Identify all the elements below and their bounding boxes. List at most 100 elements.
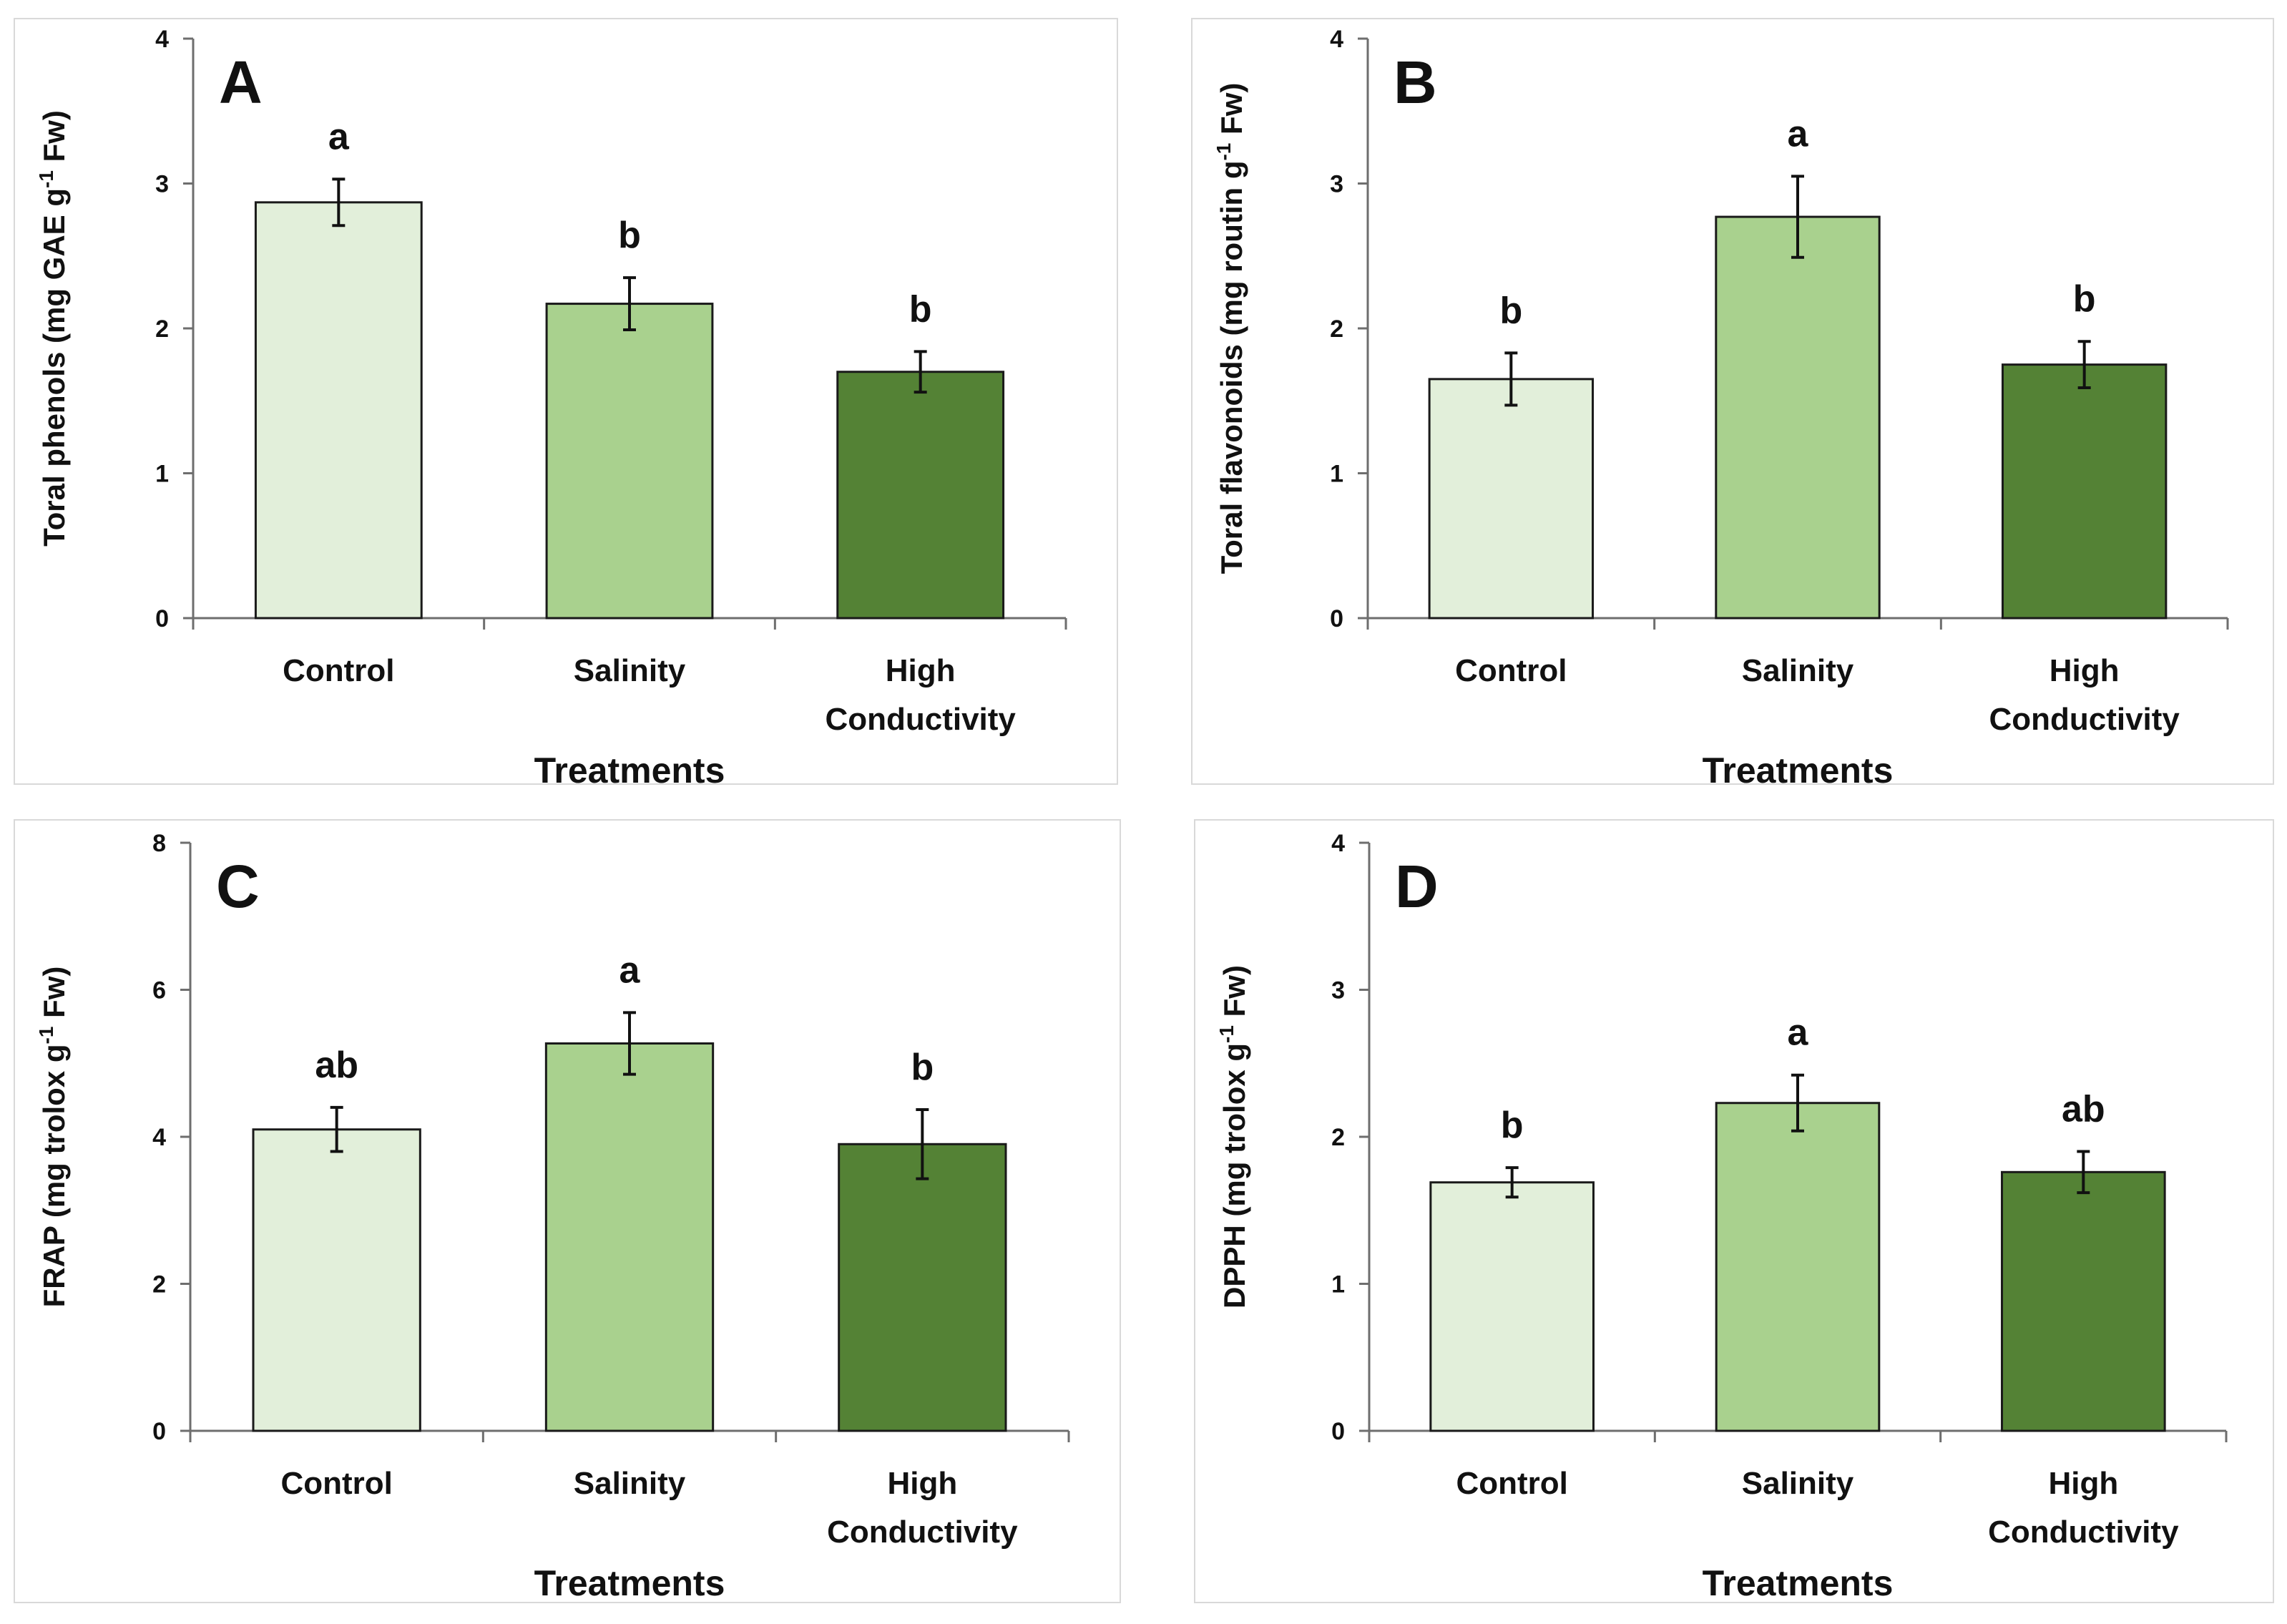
significance-label: ab [2062,1089,2105,1130]
x-category-label: Salinity [574,653,686,688]
panel-letter: B [1394,49,1437,116]
y-axis-title: Toral phenols (mg GAE g-1 Fw) [35,110,71,547]
y-axis-title-text: FRAP (mg trolox g [37,1045,71,1308]
significance-label: a [328,116,350,157]
significance-label: a [620,949,641,991]
significance-label: b [1501,1105,1524,1146]
x-category-label-line: Conductivity [1988,1515,2179,1550]
significance-label: b [1499,290,1522,331]
y-axis-title-superscript: -1 [35,1027,57,1045]
y-axis-title-text: Fw) [1218,965,1251,1025]
x-category-label-line: Salinity [1742,653,1854,688]
panel-letter: C [216,853,260,920]
x-axis-title: Treatments [1703,750,1894,791]
y-axis-title-text: DPPH (mg trolox g [1218,1043,1251,1309]
x-category-label-line: High [2048,1466,2118,1501]
y-tick-label: 6 [152,977,166,1004]
bar-salinity [545,303,714,620]
bar-high-conductivity [838,1143,1007,1432]
bar-high-conductivity [836,371,1005,620]
y-tick-label: 0 [1330,605,1343,632]
y-tick-label: 0 [152,1418,166,1445]
x-axis-title: Treatments [1703,1563,1894,1603]
significance-label: b [911,1047,934,1088]
chart-panel-a: 0 1 2 3 4 a Control b Salinity b High Conductivity T… [14,18,1118,791]
x-category-label: High Conductivity [825,653,1016,737]
x-axis-title: Treatments [534,1563,725,1603]
x-category-label: High Conductivity [1989,653,2180,737]
y-axis-title-text: Toral flavonoids (mg routin g [1215,161,1248,574]
significance-label: a [1788,1012,1809,1054]
y-tick-label: 1 [1330,461,1343,488]
y-axis-title: FRAP (mg trolox g-1 Fw) [35,967,71,1308]
y-tick-label: 3 [155,171,169,198]
x-category-label: Control [1455,653,1567,688]
y-axis-title-superscript: -1 [35,170,57,188]
y-axis-title-text: Fw) [37,967,71,1027]
y-tick-label: 4 [152,1124,166,1151]
y-tick-label: 4 [1330,26,1343,53]
x-category-label: High Conductivity [827,1466,1018,1550]
chart-panel-d: 0 1 2 3 4 b Control a Salinity ab High Conductivity… [1194,819,2274,1603]
bar-salinity [544,1042,715,1432]
y-tick-label: 2 [1330,315,1343,343]
y-tick-label: 4 [1331,830,1345,857]
x-axis-title: Treatments [534,750,725,791]
y-tick-label: 0 [1331,1418,1345,1445]
x-category-label-line: Control [280,1466,392,1501]
y-tick-label: 4 [155,26,169,53]
significance-label: b [909,288,932,330]
bar-control [252,1128,421,1432]
bar-salinity [1715,1102,1881,1432]
x-category-label: Salinity [1742,653,1854,688]
x-category-label-line: Control [1456,1466,1567,1501]
chart-panel-b: 0 1 2 3 4 b Control a Salinity b High Conductivity T… [1191,18,2274,791]
y-axis-title-text: Fw) [37,110,71,170]
x-category-label-line: Salinity [574,1466,686,1501]
bar-control [254,201,423,620]
y-axis-title-superscript: -1 [1215,1025,1238,1043]
x-category-label: Control [283,653,394,688]
y-tick-label: 3 [1331,977,1345,1004]
x-category-label-line: High [887,1466,957,1501]
bar-salinity [1715,215,1881,620]
y-tick-label: 2 [155,315,169,343]
x-category-label-line: Salinity [1742,1466,1854,1501]
chart-panel-c: 0 2 4 6 8 ab Control a Salinity b High Conductivity… [14,819,1121,1603]
panel-letter: D [1395,853,1439,920]
bar-high-conductivity [2001,363,2168,620]
y-tick-label: 1 [155,461,169,488]
significance-label: b [2073,278,2096,320]
x-category-label-line: Salinity [574,653,686,688]
y-tick-label: 8 [152,830,166,857]
x-category-label: Salinity [1742,1466,1854,1501]
x-category-label-line: Conductivity [827,1515,1018,1550]
x-category-label-line: High [886,653,956,688]
bar-high-conductivity [2001,1170,2166,1432]
significance-label: ab [315,1045,358,1086]
x-category-label: Control [1456,1466,1567,1501]
y-axis-title: DPPH (mg trolox g-1 Fw) [1215,965,1251,1309]
x-category-label: Control [280,1466,392,1501]
x-category-label-line: Control [1455,653,1567,688]
y-tick-label: 2 [1331,1124,1345,1151]
panel-letter: A [219,49,263,116]
x-category-label-line: Control [283,653,394,688]
y-tick-label: 2 [152,1271,166,1298]
y-axis-title: Toral flavonoids (mg routin g-1 Fw) [1213,83,1248,574]
y-tick-label: 3 [1330,171,1343,198]
y-axis-title-text: Fw) [1215,83,1248,143]
y-tick-label: 0 [155,605,169,632]
y-tick-label: 1 [1331,1271,1345,1298]
significance-label: a [1788,113,1809,155]
y-axis-title-text: Toral phenols (mg GAE g [37,188,71,547]
x-category-label-line: High [2050,653,2120,688]
y-axis-title-superscript: -1 [1213,143,1235,161]
x-category-label-line: Conductivity [1989,702,2180,737]
significance-label: b [618,215,641,256]
x-category-label-line: Conductivity [825,702,1016,737]
x-category-label: Salinity [574,1466,686,1501]
x-category-label: High Conductivity [1988,1466,2179,1550]
bar-control [1428,378,1595,620]
